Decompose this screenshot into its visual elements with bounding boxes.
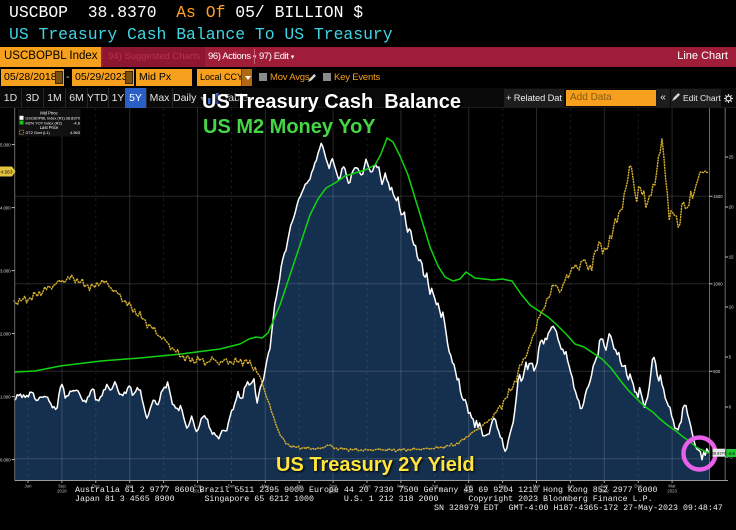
svg-text:500: 500 [713, 369, 721, 374]
svg-text:Mar: Mar [397, 484, 405, 489]
svg-text:15: 15 [729, 255, 734, 260]
svg-text:0: 0 [729, 405, 732, 410]
svg-text:Sep: Sep [465, 484, 473, 489]
svg-text:2020: 2020 [328, 489, 338, 494]
svg-text:Sep: Sep [194, 484, 202, 489]
svg-text:USCBOPBL Index (R1): USCBOPBL Index (R1) [26, 117, 66, 121]
svg-text:1000: 1000 [713, 282, 723, 287]
svg-text:2021: 2021 [464, 489, 474, 494]
svg-text:10: 10 [729, 305, 734, 310]
svg-text:Dec: Dec [499, 484, 507, 489]
svg-text:GT2 Govt (L1): GT2 Govt (L1) [26, 131, 51, 135]
svg-text:Dec: Dec [363, 484, 371, 489]
svg-text:Dec: Dec [634, 484, 642, 489]
svg-text:Mar: Mar [668, 484, 676, 489]
svg-text:2.000: 2.000 [0, 331, 11, 336]
svg-text:-5: -5 [729, 455, 733, 460]
svg-text:25: 25 [729, 155, 734, 160]
svg-text:Mar: Mar [533, 484, 541, 489]
svg-text:2019: 2019 [193, 489, 203, 494]
svg-text:Sep: Sep [58, 484, 66, 489]
svg-text:4.563: 4.563 [70, 130, 81, 135]
svg-text:Mid Price: Mid Price [40, 111, 58, 116]
svg-text:4.000: 4.000 [0, 205, 11, 210]
svg-text:Jun: Jun [567, 484, 575, 489]
svg-text:Dec: Dec [92, 484, 100, 489]
svg-text:38.8370: 38.8370 [66, 116, 81, 121]
svg-text:Mar: Mar [262, 484, 270, 489]
svg-text:5: 5 [729, 355, 732, 360]
svg-text:-4.6: -4.6 [727, 451, 735, 456]
svg-text:Jun: Jun [160, 484, 168, 489]
svg-text:38.8370: 38.8370 [712, 451, 727, 456]
svg-text:2022: 2022 [600, 489, 610, 494]
svg-text:Jun: Jun [296, 484, 304, 489]
svg-text:1500: 1500 [713, 194, 723, 199]
svg-text:Mar: Mar [126, 484, 134, 489]
svg-text:Sep: Sep [329, 484, 337, 489]
svg-text:1.000: 1.000 [0, 394, 11, 399]
svg-text:3.000: 3.000 [0, 268, 11, 273]
svg-text:M2% YOY Index (R2): M2% YOY Index (R2) [26, 121, 63, 125]
svg-text:Jun: Jun [431, 484, 439, 489]
svg-text:Last Price: Last Price [40, 125, 59, 130]
svg-text:Jun: Jun [25, 484, 33, 489]
svg-text:20: 20 [729, 205, 734, 210]
svg-text:0.000: 0.000 [0, 457, 11, 462]
svg-text:5.000: 5.000 [0, 142, 11, 147]
svg-text:4.563: 4.563 [0, 170, 12, 176]
svg-text:Dec: Dec [228, 484, 236, 489]
svg-text:Sep: Sep [600, 484, 608, 489]
svg-text:-4.6: -4.6 [73, 120, 81, 125]
svg-text:2018: 2018 [57, 489, 67, 494]
svg-text:2023: 2023 [667, 489, 677, 494]
